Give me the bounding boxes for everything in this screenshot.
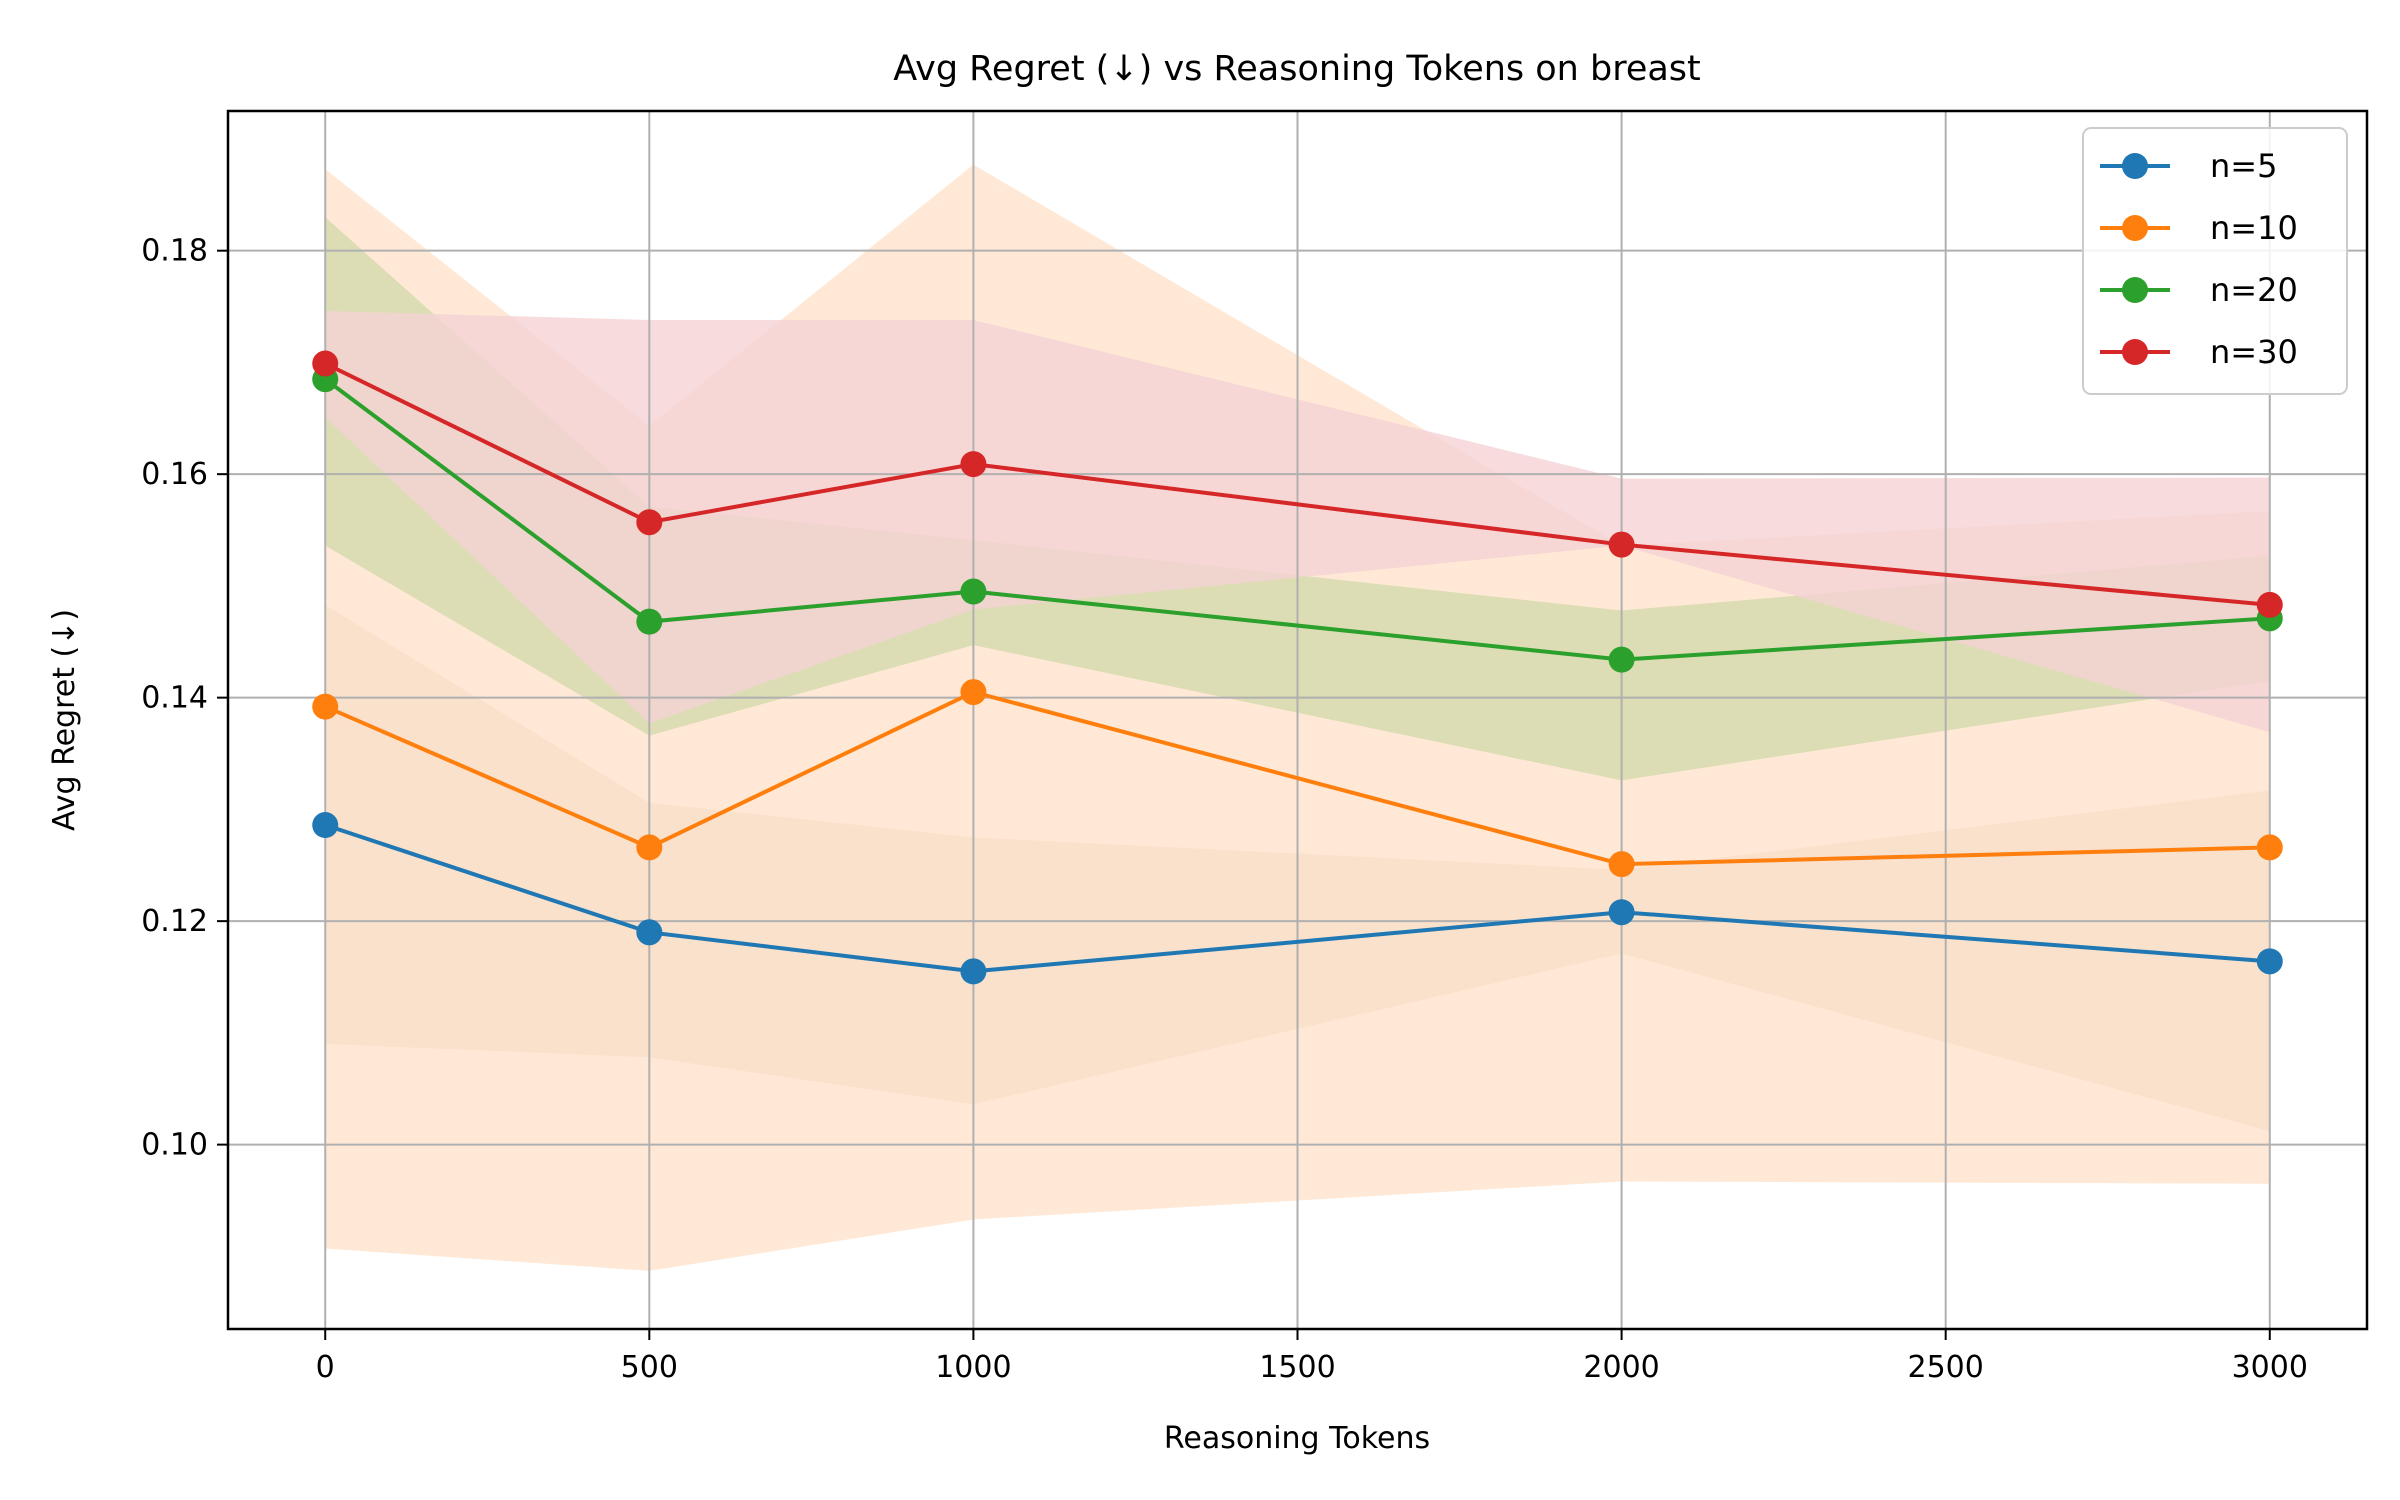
x-tick-label: 3000 xyxy=(2232,1350,2308,1385)
data-point-n=30 xyxy=(312,350,339,377)
data-point-n=20 xyxy=(1608,646,1635,673)
legend-swatch-marker xyxy=(2122,277,2148,303)
data-point-n=20 xyxy=(636,608,663,635)
data-point-n=30 xyxy=(1608,531,1635,558)
data-point-n=10 xyxy=(960,679,987,706)
data-point-n=30 xyxy=(636,509,663,536)
data-point-n=30 xyxy=(2256,591,2283,618)
series-lines xyxy=(312,350,2283,985)
legend-swatch-marker xyxy=(2122,153,2148,179)
data-point-n=5 xyxy=(312,812,339,839)
data-point-n=10 xyxy=(636,834,663,861)
y-tick-label: 0.18 xyxy=(141,234,208,269)
x-tick-label: 500 xyxy=(621,1350,678,1385)
y-axis-ticks: 0.10 0.12 0.14 0.16 0.18 xyxy=(141,234,228,1163)
chart-title: Avg Regret (↓) vs Reasoning Tokens on br… xyxy=(893,49,1701,89)
legend-label: n=20 xyxy=(2210,271,2298,309)
data-point-n=5 xyxy=(2256,948,2283,975)
legend-label: n=5 xyxy=(2210,147,2277,185)
legend-box xyxy=(2082,127,2348,395)
legend-swatch-marker xyxy=(2122,215,2148,241)
x-axis-ticks: 0 500 1000 1500 2000 2500 3000 xyxy=(316,1329,2308,1385)
data-point-n=5 xyxy=(636,919,663,946)
x-tick-label: 1000 xyxy=(935,1350,1011,1385)
legend-label: n=10 xyxy=(2210,209,2298,247)
x-tick-label: 1500 xyxy=(1259,1350,1335,1385)
y-axis-label: Avg Regret (↓) xyxy=(47,609,82,831)
x-axis-label: Reasoning Tokens xyxy=(1164,1421,1430,1456)
y-tick-label: 0.16 xyxy=(141,457,208,492)
x-tick-label: 2000 xyxy=(1583,1350,1659,1385)
legend: n=5 n=10 n=20 n=30 xyxy=(2082,127,2348,395)
data-point-n=10 xyxy=(312,693,339,720)
data-point-n=30 xyxy=(960,451,987,478)
data-point-n=5 xyxy=(1608,899,1635,926)
x-tick-label: 0 xyxy=(316,1350,335,1385)
data-point-n=10 xyxy=(2256,834,2283,861)
data-point-n=5 xyxy=(960,958,987,985)
y-tick-label: 0.10 xyxy=(141,1128,208,1163)
legend-swatch-marker xyxy=(2122,339,2148,365)
data-point-n=20 xyxy=(960,578,987,605)
x-tick-label: 2500 xyxy=(1908,1350,1984,1385)
y-tick-label: 0.12 xyxy=(141,904,208,939)
data-point-n=10 xyxy=(1608,851,1635,878)
y-tick-label: 0.14 xyxy=(141,681,208,716)
legend-label: n=30 xyxy=(2210,333,2298,371)
